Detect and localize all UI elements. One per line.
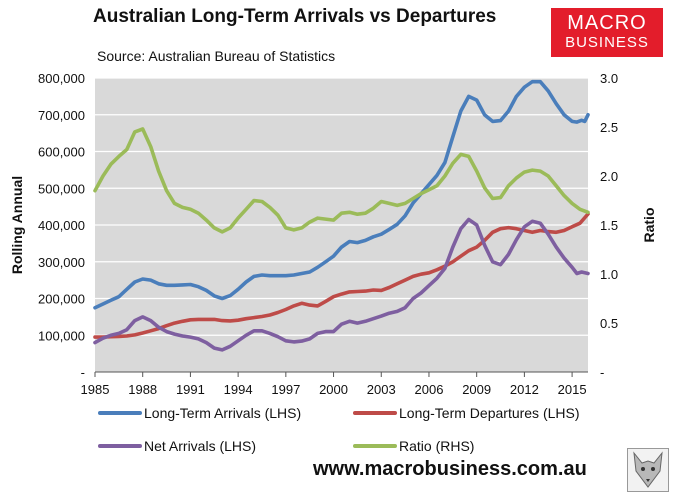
legend-label-2: Net Arrivals (LHS) <box>144 438 256 454</box>
y-tick-label: 300,000 <box>38 255 85 270</box>
y2-axis-title: Ratio <box>641 208 657 243</box>
y-tick-label: 400,000 <box>38 218 85 233</box>
x-tick-label: 2012 <box>510 382 539 397</box>
x-tick-label: 1988 <box>128 382 157 397</box>
series-line-1 <box>93 212 590 339</box>
y-axis-title: Rolling Annual <box>9 176 25 274</box>
fox-mascot-icon <box>627 448 669 492</box>
legend-label-0: Long-Term Arrivals (LHS) <box>144 405 301 421</box>
x-tick-label: 2006 <box>415 382 444 397</box>
macrobusiness-logo[interactable]: MACRO BUSINESS <box>551 8 663 57</box>
y-tick-label: 700,000 <box>38 108 85 123</box>
legend-label-1: Long-Term Departures (LHS) <box>399 405 580 421</box>
y-tick-label: 800,000 <box>38 71 85 86</box>
y-tick-label: - <box>81 365 85 380</box>
series-line-2 <box>93 217 590 352</box>
y2-tick-label: 2.0 <box>600 169 618 184</box>
logo-line-2: BUSINESS <box>565 34 649 51</box>
series-line-3 <box>93 127 590 234</box>
logo-line-1: MACRO <box>567 12 647 34</box>
x-tick-label: 1997 <box>271 382 300 397</box>
legend-label-3: Ratio (RHS) <box>399 438 474 454</box>
y-tick-label: 200,000 <box>38 292 85 307</box>
x-tick-label: 1985 <box>81 382 110 397</box>
y2-tick-label: 3.0 <box>600 71 618 86</box>
x-tick-label: 2003 <box>367 382 396 397</box>
y2-tick-label: - <box>600 365 604 380</box>
x-tick-label: 2015 <box>558 382 587 397</box>
series-line-0 <box>93 79 590 310</box>
y2-tick-label: 2.5 <box>600 120 618 135</box>
y-tick-label: 100,000 <box>38 328 85 343</box>
x-tick-label: 1991 <box>176 382 205 397</box>
y2-tick-label: 1.0 <box>600 267 618 282</box>
x-tick-label: 1994 <box>224 382 253 397</box>
x-tick-label: 2009 <box>462 382 491 397</box>
y-tick-label: 500,000 <box>38 181 85 196</box>
chart-title: Australian Long-Term Arrivals vs Departu… <box>93 6 497 27</box>
y-tick-label: 600,000 <box>38 145 85 160</box>
chart-subtitle: Source: Australian Bureau of Statistics <box>97 48 336 64</box>
x-tick-label: 2000 <box>319 382 348 397</box>
website-link[interactable]: www.macrobusiness.com.au <box>313 458 587 480</box>
y2-tick-label: 0.5 <box>600 316 618 331</box>
y2-tick-label: 1.5 <box>600 218 618 233</box>
